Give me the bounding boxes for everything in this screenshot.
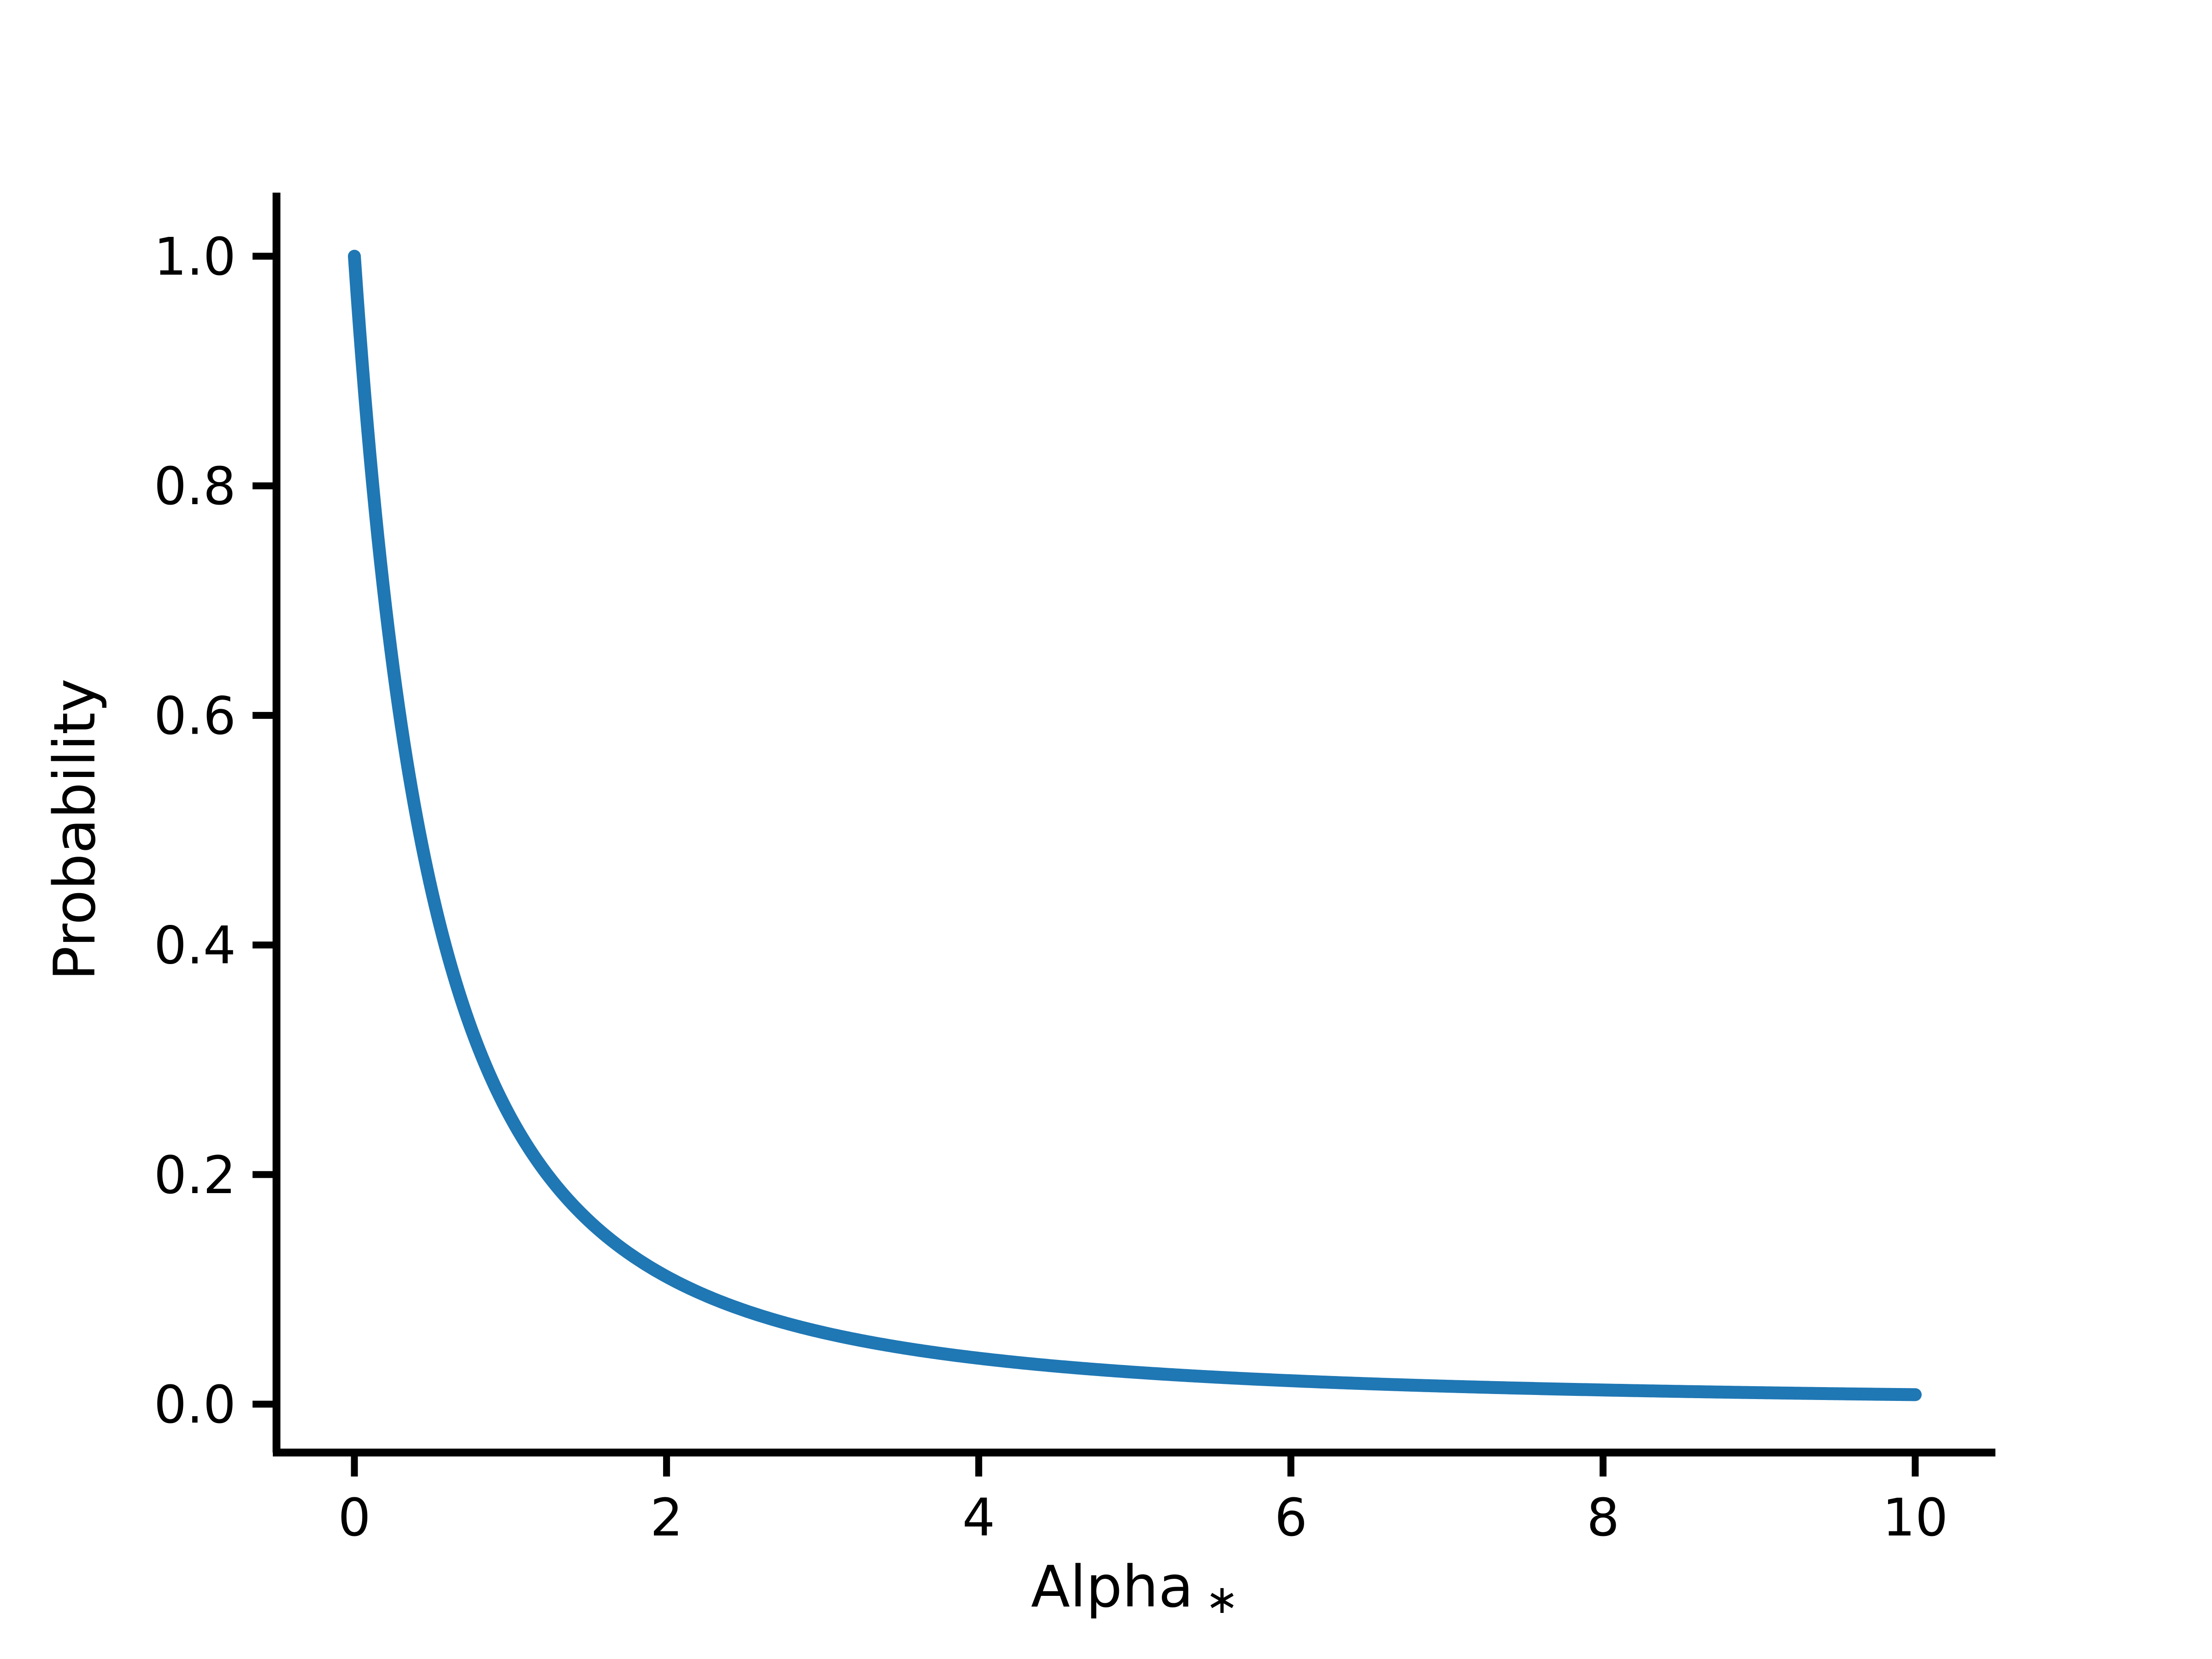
- x-axis-tickmarks: [351, 1453, 1919, 1477]
- data-series-group: [348, 250, 1922, 1401]
- y-tick-label-0.4: 0.4: [154, 916, 236, 976]
- y-axis-title: Probability: [42, 678, 108, 980]
- y-axis-tick-labels: 0.0 0.2 0.4 0.6 0.8 1.0: [154, 227, 236, 1435]
- x-tick-label-0: 0: [338, 1488, 371, 1548]
- y-tick-label-0.8: 0.8: [154, 457, 236, 517]
- x-tick-label-2: 2: [650, 1488, 683, 1548]
- y-tick-label-0.6: 0.6: [154, 686, 236, 746]
- axes-spines: [272, 193, 1995, 1457]
- probability-curve: [348, 250, 1922, 1401]
- x-axis-tick-labels: 0 2 4 6 8 10: [338, 1488, 1948, 1548]
- x-axis-title-group: Alpha ∗: [1031, 1554, 1239, 1623]
- x-axis-title: Alpha: [1031, 1554, 1194, 1620]
- x-tick-label-4: 4: [962, 1488, 995, 1548]
- x-tick-label-6: 6: [1275, 1488, 1307, 1548]
- y-tick-label-0.0: 0.0: [154, 1375, 236, 1435]
- y-tick-label-1.0: 1.0: [154, 227, 236, 287]
- x-tick-label-8: 8: [1587, 1488, 1619, 1548]
- y-tick-label-0.2: 0.2: [154, 1146, 236, 1206]
- x-axis-title-star: ∗: [1206, 1577, 1239, 1623]
- y-axis-tickmarks: [253, 253, 276, 1408]
- x-tick-label-10: 10: [1883, 1488, 1948, 1548]
- y-axis-title-group: Probability: [42, 678, 108, 980]
